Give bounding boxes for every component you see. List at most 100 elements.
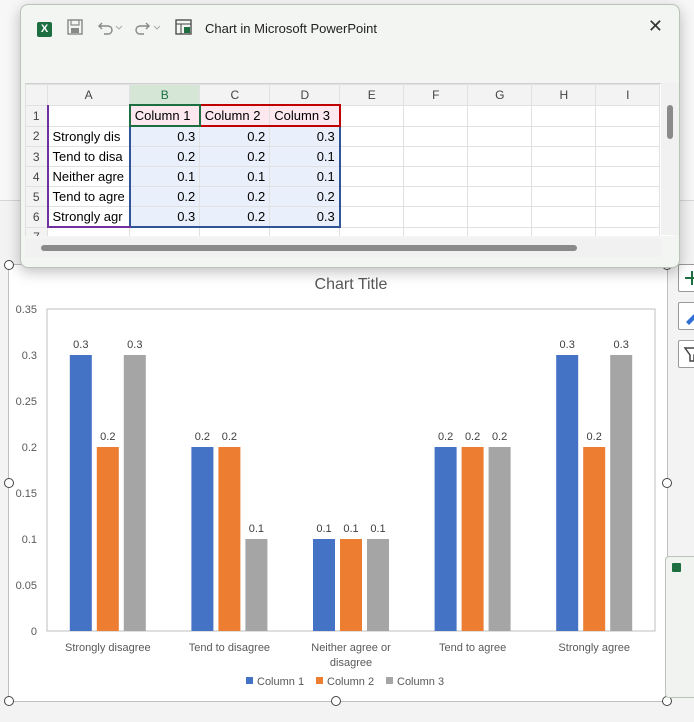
cell[interactable]: [467, 104, 533, 127]
vertical-scrollbar[interactable]: [661, 83, 679, 235]
cell-c5[interactable]: 0.2: [199, 186, 271, 207]
chart-handle-mr[interactable]: [662, 478, 672, 488]
cell-a1[interactable]: [46, 104, 131, 127]
cell-b2[interactable]: 0.3: [128, 125, 201, 147]
cell[interactable]: [531, 166, 597, 187]
cell-a3[interactable]: Tend to disa: [46, 146, 131, 167]
cell-c3[interactable]: 0.2: [199, 146, 271, 167]
column-header-c[interactable]: C: [199, 84, 271, 106]
cell[interactable]: [595, 226, 661, 236]
cell-c4[interactable]: 0.1: [199, 166, 271, 187]
cell[interactable]: [467, 146, 533, 167]
cell[interactable]: [403, 226, 469, 236]
cell-c1[interactable]: Column 2: [199, 104, 271, 127]
thumbnail-window[interactable]: [665, 556, 694, 698]
cell[interactable]: [339, 146, 405, 167]
cell[interactable]: [403, 186, 469, 207]
cell[interactable]: [339, 166, 405, 187]
cell[interactable]: [467, 206, 533, 228]
row-header[interactable]: 1: [25, 104, 48, 127]
cell-d5[interactable]: 0.2: [269, 186, 341, 207]
chart-frame[interactable]: Chart Title 0 0.05 0.1 0.15 0.2 0.25 0.3 0.35 0.3…: [8, 264, 668, 702]
cell-b3[interactable]: 0.2: [128, 146, 201, 167]
select-all-corner[interactable]: [25, 84, 48, 106]
cell[interactable]: [595, 206, 661, 228]
cell[interactable]: [269, 226, 341, 236]
cell[interactable]: [403, 146, 469, 167]
row-header[interactable]: 6: [25, 206, 48, 228]
cell[interactable]: [129, 226, 201, 236]
cell-d3[interactable]: 0.1: [269, 146, 341, 167]
cell[interactable]: [531, 206, 597, 228]
chart-handle-bm[interactable]: [331, 696, 341, 706]
edit-data-in-excel-icon[interactable]: [175, 19, 193, 39]
cell[interactable]: [595, 186, 661, 207]
cell-a6[interactable]: Strongly agr: [46, 206, 131, 228]
cell-a5[interactable]: Tend to agre: [46, 186, 131, 207]
cell[interactable]: [339, 206, 405, 228]
horizontal-scroll-thumb[interactable]: [41, 245, 577, 251]
cell-b6[interactable]: 0.3: [128, 206, 201, 228]
cell[interactable]: [531, 146, 597, 167]
cell-d4[interactable]: 0.1: [269, 166, 341, 187]
cell[interactable]: [531, 104, 597, 127]
cell-b1[interactable]: Column 1: [128, 104, 201, 127]
cell[interactable]: [467, 166, 533, 187]
cell[interactable]: [531, 125, 597, 147]
cell[interactable]: [403, 125, 469, 147]
horizontal-scrollbar[interactable]: [25, 239, 661, 257]
chart-handle-bl[interactable]: [4, 696, 14, 706]
chart-styles-button[interactable]: [678, 302, 694, 330]
row-header[interactable]: 5: [25, 186, 48, 207]
column-header-g[interactable]: G: [467, 84, 533, 106]
close-icon[interactable]: ✕: [647, 16, 663, 36]
cell[interactable]: [339, 186, 405, 207]
column-header-h[interactable]: H: [531, 84, 597, 106]
column-header-a[interactable]: A: [46, 84, 131, 106]
cell[interactable]: [403, 104, 469, 127]
cell-d2[interactable]: 0.3: [269, 125, 341, 147]
cell-d6[interactable]: 0.3: [269, 206, 341, 228]
cell-a4[interactable]: Neither agre: [46, 166, 131, 187]
cell[interactable]: [595, 125, 661, 147]
column-header-i[interactable]: I: [595, 84, 661, 106]
cell[interactable]: [46, 226, 131, 236]
redo-icon[interactable]: [135, 19, 161, 39]
cell[interactable]: [467, 226, 533, 236]
cell-b4[interactable]: 0.1: [128, 166, 201, 187]
cell[interactable]: [339, 104, 405, 127]
cell[interactable]: [595, 166, 661, 187]
cell-c2[interactable]: 0.2: [199, 125, 271, 147]
column-header-b[interactable]: B: [129, 84, 201, 106]
cell[interactable]: [467, 125, 533, 147]
chart-handle-ml[interactable]: [4, 478, 14, 488]
cell[interactable]: [467, 186, 533, 207]
vertical-scroll-thumb[interactable]: [667, 105, 673, 139]
cell-d1[interactable]: Column 3: [269, 104, 341, 127]
chart-filters-button[interactable]: [678, 340, 694, 368]
cell[interactable]: [339, 226, 405, 236]
cell-a2[interactable]: Strongly dis: [46, 125, 131, 147]
save-icon[interactable]: [67, 19, 83, 39]
row-header[interactable]: 2: [25, 125, 48, 147]
undo-icon[interactable]: [97, 19, 123, 39]
cell[interactable]: [403, 166, 469, 187]
cell[interactable]: [199, 226, 271, 236]
cell[interactable]: [595, 146, 661, 167]
chart-svg[interactable]: Chart Title 0 0.05 0.1 0.15 0.2 0.25 0.3 0.35 0.3…: [9, 265, 667, 701]
chart-elements-button[interactable]: [678, 264, 694, 292]
cell[interactable]: [595, 104, 661, 127]
chart-handle-tl[interactable]: [4, 260, 14, 270]
cell[interactable]: [531, 186, 597, 207]
row-header[interactable]: 7: [25, 226, 48, 236]
row-header[interactable]: 3: [25, 146, 48, 167]
cell-b5[interactable]: 0.2: [128, 186, 201, 207]
cell[interactable]: [531, 226, 597, 236]
cell[interactable]: [403, 206, 469, 228]
row-header[interactable]: 4: [25, 166, 48, 187]
cell[interactable]: [339, 125, 405, 147]
column-header-e[interactable]: E: [339, 84, 405, 106]
column-header-f[interactable]: F: [403, 84, 469, 106]
spreadsheet-grid[interactable]: A B C D E F G H I 1 Column 1 Column 2 Co…: [25, 83, 673, 236]
excel-window[interactable]: X Chart in Microsoft PowerPoint ✕ A B C …: [20, 4, 680, 268]
